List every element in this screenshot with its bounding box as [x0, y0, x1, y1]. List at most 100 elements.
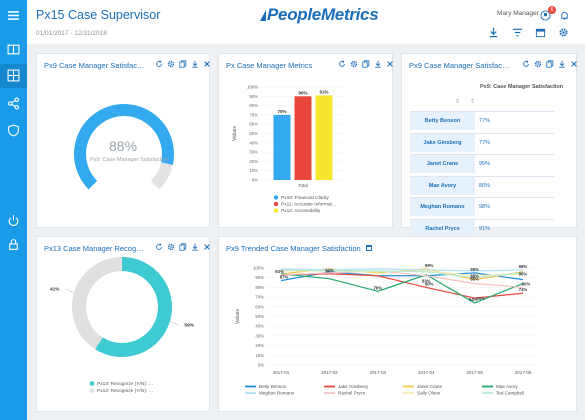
y-tick-label: 60%: [255, 304, 264, 309]
close-icon[interactable]: [386, 59, 394, 68]
sort-icon[interactable]: ⇕: [470, 99, 476, 105]
row-value: 77%: [479, 118, 491, 124]
card-metrics: Px Case Manager Metrics 0% 10% 20% 30% 40% 50…: [218, 53, 393, 228]
settings-icon[interactable]: [167, 242, 175, 251]
metrics-bar-chart: 0% 10% 20% 30% 40% 50% 60% 70% 80% 90% 100% Values 7…: [232, 85, 345, 214]
table-row[interactable]: Rachel Pryce 91%: [410, 218, 554, 238]
table-row[interactable]: Jake Ginsberg 77%: [410, 132, 554, 152]
legend-label: Px13: Recognize (Y/N): …: [97, 381, 153, 387]
filter-icon[interactable]: [512, 25, 523, 37]
row-name[interactable]: Rachel Pryce: [410, 219, 475, 238]
close-icon[interactable]: [570, 59, 578, 68]
row-name[interactable]: Mae Avory: [410, 176, 475, 195]
sidebar: [0, 0, 27, 420]
legend-dot: [273, 201, 279, 207]
refresh-icon[interactable]: [155, 242, 163, 251]
book-icon[interactable]: [6, 42, 21, 57]
download-icon[interactable]: [558, 59, 566, 68]
legend-dot: [273, 208, 279, 213]
card-toolbar: [155, 242, 211, 251]
donut-slice: [72, 257, 123, 350]
close-icon[interactable]: [203, 59, 211, 68]
power-icon[interactable]: [6, 213, 21, 228]
card-toolbar: [338, 59, 394, 68]
calendar-icon[interactable]: [365, 245, 372, 251]
bar: [315, 95, 333, 180]
settings-icon[interactable]: [534, 59, 542, 68]
copy-icon[interactable]: [179, 59, 187, 68]
card-table: Px9 Case Manager Satisfac… Px9: Case Man…: [401, 53, 578, 238]
table-column-header[interactable]: Px9: Case Manager Satisfaction: [480, 84, 564, 90]
x-tick-label: 2017-03: [370, 370, 387, 375]
x-tick-label: 2017-02: [321, 370, 338, 375]
download-icon[interactable]: [191, 242, 199, 251]
row-name[interactable]: Betty Benson: [410, 112, 475, 130]
refresh-icon[interactable]: [338, 59, 346, 68]
row-name[interactable]: Meghan Romano: [410, 198, 475, 216]
data-label: 74%: [519, 287, 528, 292]
copy-icon[interactable]: [179, 242, 187, 251]
refresh-icon[interactable]: [522, 59, 530, 68]
menu-icon[interactable]: [6, 8, 21, 23]
settings-icon[interactable]: [350, 59, 358, 68]
y-tick-label: 70%: [255, 295, 264, 300]
row-value: 98%: [479, 204, 491, 210]
y-tick-label: 30%: [255, 333, 264, 338]
gauge-chart: [74, 104, 174, 190]
data-label: 85%: [470, 277, 479, 282]
copy-icon[interactable]: [546, 59, 554, 68]
gauge-fill: [74, 104, 174, 190]
y-axis-label: Values: [232, 126, 238, 141]
y-tick-label: 20%: [249, 159, 258, 164]
bell-icon[interactable]: [559, 8, 570, 20]
data-label: 64%: [469, 297, 478, 302]
row-name[interactable]: Janet Crane: [410, 155, 475, 173]
copy-icon[interactable]: [362, 59, 370, 68]
trend-line-chart: 0% 10% 20% 30% 40% 50% 60% 70% 80% 90% 100% Values 2…: [235, 263, 537, 396]
logo-mark-icon: [260, 10, 266, 21]
table-row[interactable]: Meghan Romano 98%: [410, 197, 554, 216]
avatar-icon[interactable]: [540, 8, 551, 21]
table-row[interactable]: Mae Avory 80%: [410, 175, 554, 195]
card-title: Px9 Case Manager Satisfac…: [44, 61, 145, 70]
settings-icon[interactable]: [167, 59, 175, 68]
dashboard-icon[interactable]: [6, 68, 21, 83]
table-row[interactable]: Betty Benson 77%: [410, 111, 554, 130]
bar: [294, 96, 312, 180]
legend-label: Betty Benson: [259, 384, 287, 389]
x-tick-label: 2017-04: [418, 370, 435, 375]
shield-icon[interactable]: [6, 123, 21, 138]
y-tick-label: 30%: [249, 150, 258, 155]
date-range[interactable]: 01/01/2017 - 12/31/2018: [36, 30, 107, 37]
row-name[interactable]: Jake Ginsberg: [410, 133, 475, 152]
x-tick-label: 2017-06: [515, 370, 532, 375]
user-name[interactable]: Mary Manager: [497, 10, 539, 17]
row-value: 91%: [479, 225, 491, 232]
sort-icon[interactable]: ⇕: [455, 99, 461, 105]
share-icon[interactable]: [6, 96, 21, 111]
series-line: [280, 269, 524, 279]
y-tick-label: 40%: [255, 324, 264, 329]
download-icon[interactable]: [191, 59, 199, 68]
lock-icon[interactable]: [6, 237, 21, 252]
card-gauge: Px9 Case Manager Satisfac… 88% Px9: Case…: [36, 53, 210, 228]
table-row[interactable]: Janet Crane 95%: [410, 154, 554, 173]
donut-slice: [95, 257, 172, 357]
legend-label: Px10: Financial Clarity: [281, 195, 329, 201]
download-icon[interactable]: [488, 25, 499, 38]
slice-data-label: 59%: [184, 323, 194, 329]
y-tick-label: 60%: [249, 122, 258, 127]
data-label: 94%: [325, 268, 334, 273]
y-tick-label: 0%: [258, 363, 264, 368]
close-icon[interactable]: [203, 242, 211, 251]
y-tick-label: 50%: [255, 314, 264, 319]
settings-icon[interactable]: [558, 25, 569, 37]
card-donut: Px13 Case Manager Recog… 59% 41% Px13: Rec…: [36, 236, 210, 412]
card-trend: Px9 Trended Case Manager Satisfaction 0%…: [218, 236, 577, 412]
calendar-icon[interactable]: [535, 25, 546, 38]
y-tick-label: 10%: [255, 353, 264, 358]
refresh-icon[interactable]: [155, 59, 163, 68]
card-title: Px9 Case Manager Satisfac…: [409, 61, 510, 70]
download-icon[interactable]: [374, 59, 382, 68]
legend-dot: [89, 381, 95, 386]
